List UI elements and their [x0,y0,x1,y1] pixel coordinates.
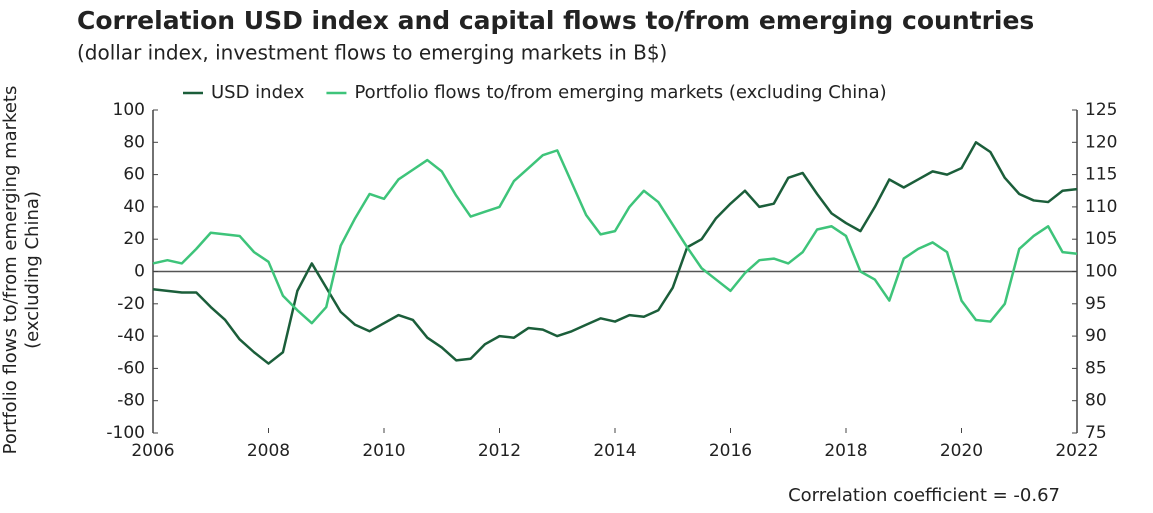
y-tick-label: -100 [106,423,145,443]
legend-label: USD index [211,82,305,103]
y2-tick-label: 80 [1085,391,1107,411]
chart-title: Correlation USD index and capital flows … [77,6,1034,35]
y2-tick-label: 110 [1085,197,1117,217]
y-tick-label: -80 [117,391,145,411]
y2-tick-label: 115 [1085,165,1117,185]
y2-tick-label: 75 [1085,423,1107,443]
y-tick-label: 60 [123,165,145,185]
x-tick-label: 2018 [824,441,867,461]
x-tick-label: 2010 [362,441,405,461]
y-tick-label: 20 [123,229,145,249]
x-tick-label: 2006 [131,441,174,461]
x-tick-label: 2016 [709,441,752,461]
y-tick-label: 0 [134,262,145,282]
y-tick-label: 100 [113,100,145,120]
y2-tick-label: 95 [1085,294,1107,314]
y-tick-label: 40 [123,197,145,217]
y-tick-label: -40 [117,326,145,346]
legend: USD index Portfolio flows to/from emergin… [183,82,887,103]
series-line [152,149,1078,325]
annotation: Correlation coefficient = -0.67 [788,485,1060,506]
y2-tick-label: 90 [1085,326,1107,346]
series-line [152,141,1078,365]
y-tick-label: -20 [117,294,145,314]
x-tick-label: 2008 [247,441,290,461]
y-axis-label-line: (excluding China) [22,191,43,349]
y2-tick-label: 100 [1085,262,1117,282]
y2-tick-label: 125 [1085,100,1117,120]
y2-tick-label: 105 [1085,229,1117,249]
y-axis-label: Portfolio flows to/from emerging markets… [0,86,43,455]
legend-label: Portfolio flows to/from emerging markets… [354,82,886,103]
chart-subtitle: (dollar index, investment flows to emerg… [77,41,667,65]
x-tick-label: 2012 [478,441,521,461]
y2-tick-label: 85 [1085,358,1107,378]
y-axis-label-line: Portfolio flows to/from emerging markets [0,86,21,455]
y-tick-label: 80 [123,132,145,152]
y2-tick-label: 120 [1085,132,1117,152]
x-tick-label: 2022 [1055,441,1098,461]
x-tick-label: 2020 [940,441,983,461]
y-tick-label: -60 [117,358,145,378]
x-tick-label: 2014 [593,441,636,461]
